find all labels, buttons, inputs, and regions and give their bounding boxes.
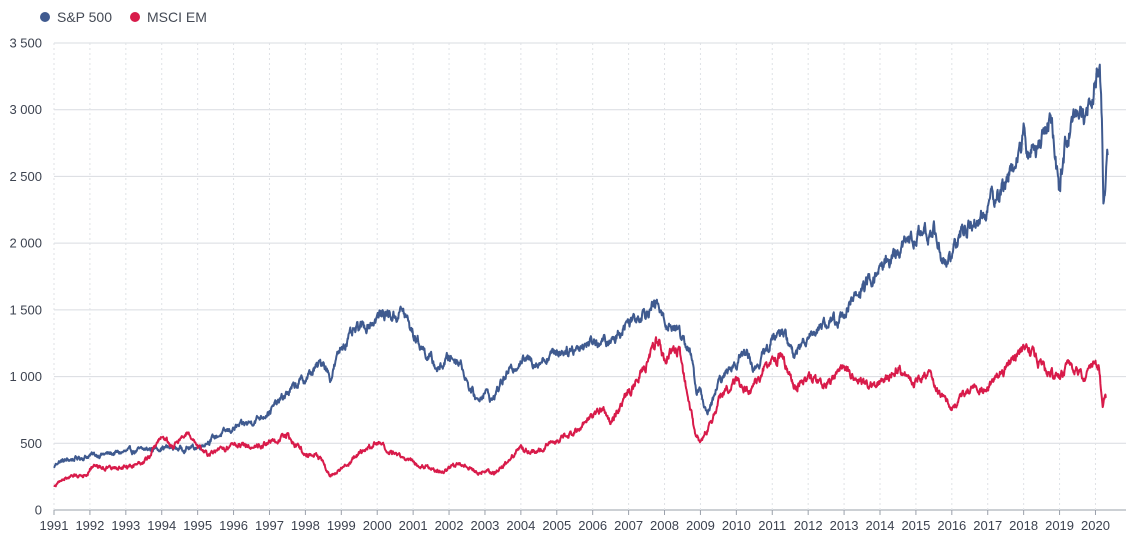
y-axis: 0 500 1 000 1 500 2 000 2 500 3 000 3 500: [9, 36, 42, 518]
x-tick-label: 2016: [937, 518, 966, 533]
x-axis: 1991 1992 1993 1994 1995 1996 1997 1998 1999 2000…: [40, 510, 1110, 533]
y-tick-label: 0: [35, 503, 42, 518]
x-tick-label: 2007: [614, 518, 643, 533]
x-tick-label: 2015: [901, 518, 930, 533]
x-tick-label: 2012: [794, 518, 823, 533]
x-tick-label: 1991: [40, 518, 69, 533]
legend-dot-sp500: [40, 12, 50, 22]
grid: [53, 42, 1126, 511]
x-tick-label: 2018: [1009, 518, 1038, 533]
x-tick-label: 2008: [650, 518, 679, 533]
x-tick-label: 2011: [758, 518, 786, 533]
x-tick-label: 1994: [147, 518, 176, 533]
y-tick-label: 2 000: [9, 236, 42, 251]
x-tick-label: 1992: [75, 518, 104, 533]
x-tick-label: 1996: [219, 518, 248, 533]
x-tick-label: 2003: [470, 518, 499, 533]
x-tick-label: 2010: [722, 518, 751, 533]
legend-label-msci-em: MSCI EM: [147, 9, 207, 25]
series-lines: [53, 63, 1109, 488]
x-tick-label: 2020: [1081, 518, 1110, 533]
y-tick-label: 1 500: [9, 302, 42, 317]
y-tick-label: 2 500: [9, 169, 42, 184]
series-line-msci-em[interactable]: [53, 336, 1107, 488]
x-tick-label: 2017: [973, 518, 1002, 533]
x-tick-label: 2019: [1045, 518, 1074, 533]
x-tick-label: 1997: [255, 518, 284, 533]
x-tick-label: 1999: [327, 518, 356, 533]
x-tick-label: 2002: [435, 518, 464, 533]
legend-label-sp500: S&P 500: [57, 9, 113, 25]
x-tick-label: 2000: [363, 518, 392, 533]
y-tick-label: 3 500: [9, 36, 42, 51]
y-tick-label: 3 000: [9, 102, 42, 117]
y-tick-label: 1 000: [9, 369, 42, 384]
series-line-sp500[interactable]: [53, 63, 1109, 469]
x-tick-label: 2006: [578, 518, 607, 533]
x-tick-label: 1993: [111, 518, 140, 533]
legend-item-msci-em[interactable]: MSCI EM: [130, 9, 207, 25]
x-tick-label: 2001: [399, 518, 428, 533]
x-tick-label: 2009: [686, 518, 715, 533]
x-tick-label: 1995: [183, 518, 212, 533]
x-tick-label: 1998: [291, 518, 320, 533]
x-tick-label: 2005: [542, 518, 571, 533]
legend: S&P 500 MSCI EM: [40, 9, 225, 25]
x-tick-label: 2013: [830, 518, 859, 533]
y-tick-label: 500: [20, 436, 42, 451]
legend-item-sp500[interactable]: S&P 500: [40, 9, 112, 25]
legend-dot-msci-em: [130, 12, 141, 22]
x-tick-label: 2014: [866, 518, 895, 533]
x-tick-label: 2004: [506, 518, 535, 533]
